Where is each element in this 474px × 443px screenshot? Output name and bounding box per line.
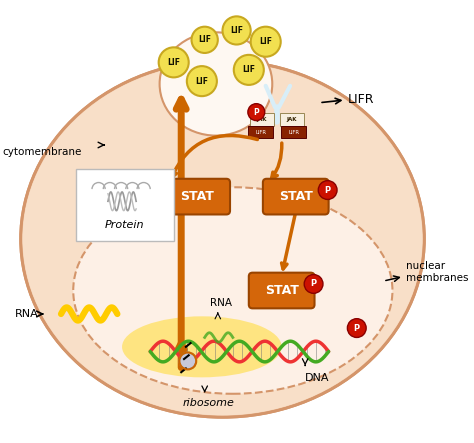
Circle shape <box>304 275 323 293</box>
Text: JAK: JAK <box>287 117 297 122</box>
FancyBboxPatch shape <box>263 179 328 214</box>
Text: RNA: RNA <box>14 309 38 319</box>
Text: LIF: LIF <box>230 26 243 35</box>
Text: STAT: STAT <box>264 284 299 297</box>
Text: LIFR: LIFR <box>347 93 374 106</box>
Text: LIF: LIF <box>167 58 180 67</box>
Text: LIF: LIF <box>259 37 272 46</box>
FancyBboxPatch shape <box>76 169 173 241</box>
Text: P: P <box>354 323 360 333</box>
Text: Protein: Protein <box>105 220 145 230</box>
Circle shape <box>347 319 366 338</box>
Ellipse shape <box>160 32 272 136</box>
Text: ribosome: ribosome <box>182 398 234 408</box>
Circle shape <box>248 104 265 120</box>
Circle shape <box>159 47 189 78</box>
FancyBboxPatch shape <box>249 273 315 308</box>
Circle shape <box>251 27 281 57</box>
Circle shape <box>222 16 251 45</box>
Text: P: P <box>325 186 331 194</box>
Circle shape <box>318 181 337 199</box>
FancyBboxPatch shape <box>248 126 273 138</box>
FancyBboxPatch shape <box>280 113 304 126</box>
Text: LIF: LIF <box>242 66 255 74</box>
Circle shape <box>191 27 218 53</box>
Text: LIFR: LIFR <box>255 130 266 135</box>
Circle shape <box>234 55 264 85</box>
Circle shape <box>179 353 196 369</box>
FancyBboxPatch shape <box>250 113 274 126</box>
Text: cytomembrane: cytomembrane <box>2 148 81 158</box>
Ellipse shape <box>21 61 424 417</box>
Text: P: P <box>254 108 259 117</box>
Text: STAT: STAT <box>279 190 313 203</box>
Text: RNA: RNA <box>210 298 232 308</box>
Text: P: P <box>310 280 317 288</box>
Text: JAK: JAK <box>257 117 267 122</box>
FancyBboxPatch shape <box>164 179 230 214</box>
Text: DNA: DNA <box>305 373 329 383</box>
Text: nuclear
membranes: nuclear membranes <box>406 261 468 283</box>
Ellipse shape <box>122 316 282 377</box>
Text: STAT: STAT <box>180 190 214 203</box>
Text: LIF: LIF <box>195 77 209 85</box>
Ellipse shape <box>23 62 422 416</box>
Ellipse shape <box>73 187 392 394</box>
FancyBboxPatch shape <box>281 126 306 138</box>
Circle shape <box>187 66 217 96</box>
Text: LIFR: LIFR <box>288 130 300 135</box>
Text: LIF: LIF <box>198 35 211 44</box>
